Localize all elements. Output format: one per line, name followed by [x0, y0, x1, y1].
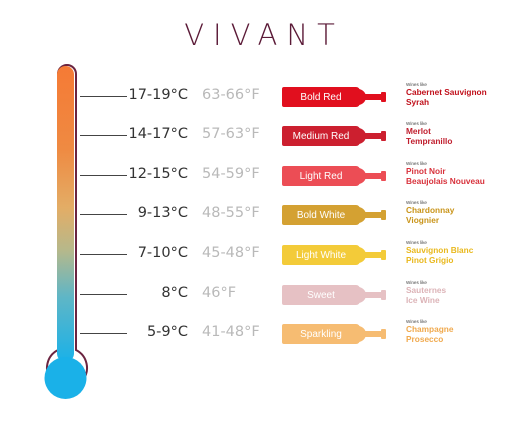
wines-like-label: Wines like [406, 200, 427, 205]
celsius-range: 9-13°C [137, 205, 188, 221]
bottle-shoulder [356, 168, 366, 184]
wine-name: Viognier [406, 214, 440, 225]
wine-name: Beaujolais Nouveau [406, 175, 485, 186]
wine-examples: Wines like Champagne Prosecco [406, 319, 528, 344]
bottle-lip [381, 171, 386, 181]
wines-like-label: Wines like [406, 121, 427, 126]
bottle-neck [364, 212, 382, 218]
bottle-shoulder [356, 287, 366, 303]
celsius-range: 14-17°C [128, 126, 188, 142]
temperature-row: 9-13°C 48-55°F Bold White Wines like Cha… [0, 200, 528, 230]
bottle-label: Light Red [282, 166, 360, 186]
wine-name: Champagne [406, 324, 454, 334]
tick-line [80, 333, 127, 334]
bottle-lip [381, 131, 386, 141]
wine-examples: Wines like Sauvignon Blanc Pinot Grigio [406, 240, 528, 265]
celsius-range: 7-10°C [137, 245, 188, 261]
tick-line [80, 175, 127, 176]
tick-line [80, 294, 127, 295]
bottle-lip [381, 92, 386, 102]
wines-like-label: Wines like [406, 240, 427, 245]
bottle-neck [364, 94, 382, 100]
bottle-label: Bold Red [282, 87, 360, 107]
bottle-label: Medium Red [282, 126, 360, 146]
wine-name: Pinot Grigio [406, 254, 454, 265]
wine-examples: Wines like Merlot Tempranillo [406, 121, 528, 146]
bottle-neck [364, 173, 382, 179]
wine-bottle: Bold White [282, 205, 388, 225]
wines-like-label: Wines like [406, 319, 427, 324]
wine-bottle: Medium Red [282, 126, 388, 146]
bottle-shoulder [356, 128, 366, 144]
wine-examples: Wines like Chardonnay Viognier [406, 200, 528, 225]
celsius-range: 5-9°C [146, 324, 188, 340]
celsius-range: 8°C [161, 285, 188, 301]
thermometer-outline [46, 64, 88, 389]
bottle-lip [381, 250, 386, 260]
wine-examples: Wines like Sauternes Ice Wine [406, 280, 528, 305]
tick-line [80, 96, 127, 97]
wine-bottle: Bold Red [282, 87, 388, 107]
bottle-shoulder [356, 326, 366, 342]
wine-name: Syrah [406, 96, 430, 107]
temperature-row: 8°C 46°F Sweet Wines like Sauternes Ice … [0, 280, 528, 310]
bottle-lip [381, 210, 386, 220]
fahrenheit-range: 41-48°F [202, 324, 260, 340]
bottle-shoulder [356, 207, 366, 223]
wine-name: Ice Wine [406, 294, 440, 305]
temperature-row: 17-19°C 63-66°F Bold Red Wines like Cabe… [0, 82, 528, 112]
bottle-neck [364, 133, 382, 139]
fahrenheit-range: 48-55°F [202, 205, 260, 221]
brand-logo: VIVANT [184, 18, 344, 52]
tick-line [80, 214, 127, 215]
bottle-lip [381, 290, 386, 300]
bottle-label: Sweet [282, 285, 360, 305]
temperature-row: 7-10°C 45-48°F Light White Wines like Sa… [0, 240, 528, 270]
bottle-label: Sparkling [282, 324, 360, 344]
wine-name: Chardonnay [406, 205, 455, 215]
bottle-neck [364, 252, 382, 258]
wine-name: Tempranillo [406, 135, 453, 146]
wine-name: Sauvignon Blanc [406, 245, 474, 255]
temperature-row: 12-15°C 54-59°F Light Red Wines like Pin… [0, 161, 528, 191]
wine-name: Cabernet Sauvignon [406, 87, 487, 97]
celsius-range: 12-15°C [128, 166, 188, 182]
temperature-row: 14-17°C 57-63°F Medium Red Wines like Me… [0, 121, 528, 151]
wine-name: Prosecco [406, 333, 444, 344]
wine-bottle: Sweet [282, 285, 388, 305]
bottle-label: Light White [282, 245, 360, 265]
wine-bottle: Light Red [282, 166, 388, 186]
celsius-range: 17-19°C [128, 87, 188, 103]
wine-examples: Wines like Pinot Noir Beaujolais Nouveau [406, 161, 528, 186]
bottle-lip [381, 329, 386, 339]
bottle-neck [364, 331, 382, 337]
tick-line [80, 254, 127, 255]
temperature-row: 5-9°C 41-48°F Sparkling Wines like Champ… [0, 319, 528, 349]
fahrenheit-range: 63-66°F [202, 87, 260, 103]
wine-name: Merlot [406, 126, 431, 136]
wine-bottle: Light White [282, 245, 388, 265]
wines-like-label: Wines like [406, 280, 427, 285]
wines-like-label: Wines like [406, 161, 427, 166]
fahrenheit-range: 45-48°F [202, 245, 260, 261]
fahrenheit-range: 54-59°F [202, 166, 260, 182]
fahrenheit-range: 57-63°F [202, 126, 260, 142]
tick-line [80, 135, 127, 136]
wine-name: Pinot Noir [406, 166, 446, 176]
bottle-shoulder [356, 247, 366, 263]
wine-examples: Wines like Cabernet Sauvignon Syrah [406, 82, 528, 107]
thermometer-column [57, 66, 74, 362]
bottle-label: Bold White [282, 205, 360, 225]
wine-name: Sauternes [406, 285, 447, 295]
bottle-shoulder [356, 89, 366, 105]
wine-bottle: Sparkling [282, 324, 388, 344]
thermometer-bulb [44, 357, 87, 399]
fahrenheit-range: 46°F [202, 285, 237, 301]
bottle-neck [364, 292, 382, 298]
wines-like-label: Wines like [406, 82, 427, 87]
